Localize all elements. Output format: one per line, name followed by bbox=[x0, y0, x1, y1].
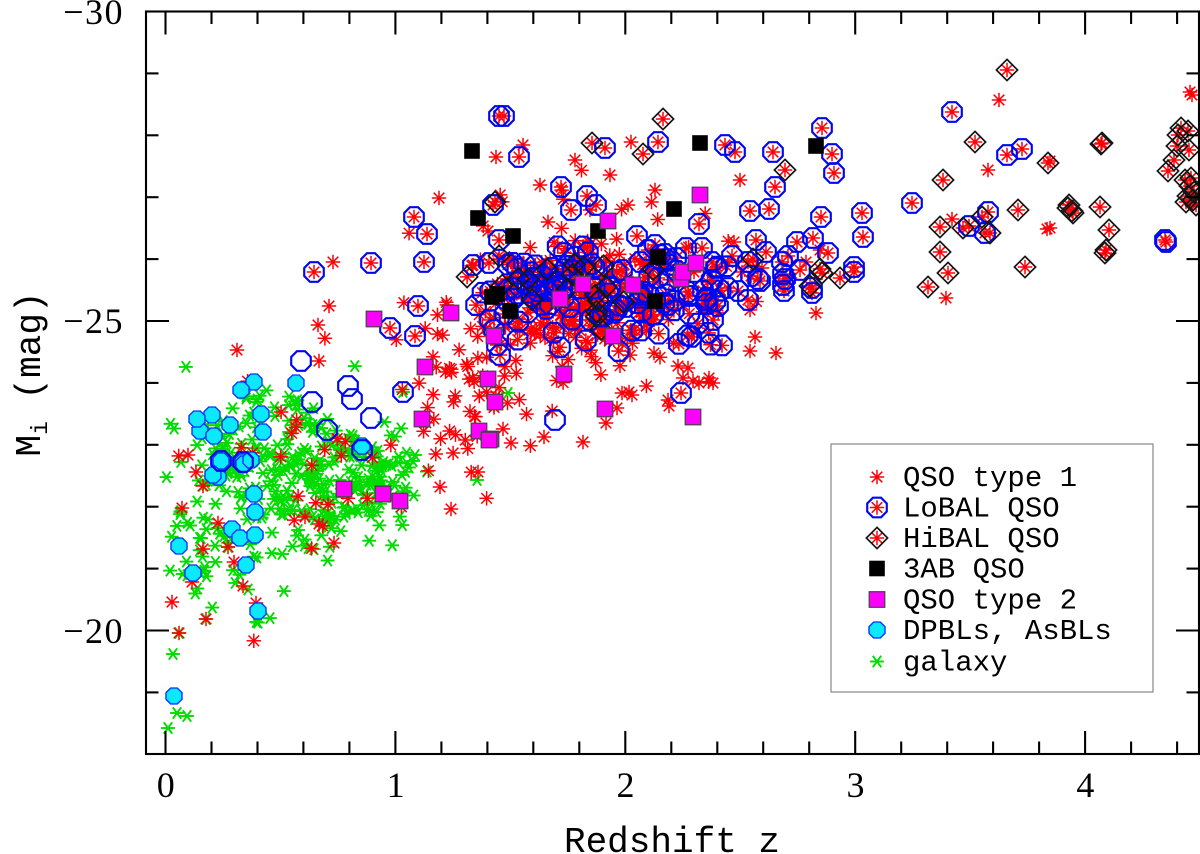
svg-text:4: 4 bbox=[1076, 765, 1096, 805]
svg-text:2: 2 bbox=[617, 765, 637, 805]
svg-text:galaxy: galaxy bbox=[903, 647, 1007, 680]
svg-text:HiBAL QSO: HiBAL QSO bbox=[903, 523, 1060, 556]
svg-text:−30: −30 bbox=[63, 0, 124, 32]
svg-text:−25: −25 bbox=[63, 301, 124, 341]
svg-text:QSO type 2: QSO type 2 bbox=[903, 585, 1077, 618]
svg-text:3AB QSO: 3AB QSO bbox=[903, 554, 1025, 587]
svg-text:0: 0 bbox=[157, 765, 177, 805]
svg-text:3: 3 bbox=[846, 765, 866, 805]
svg-text:DPBLs, AsBLs: DPBLs, AsBLs bbox=[903, 615, 1112, 648]
svg-text:LoBAL QSO: LoBAL QSO bbox=[903, 493, 1060, 526]
svg-text:1: 1 bbox=[387, 765, 407, 805]
svg-text:−20: −20 bbox=[63, 611, 124, 651]
svg-text:QSO type 1: QSO type 1 bbox=[903, 462, 1077, 495]
svg-text:Redshift z: Redshift z bbox=[564, 822, 780, 854]
